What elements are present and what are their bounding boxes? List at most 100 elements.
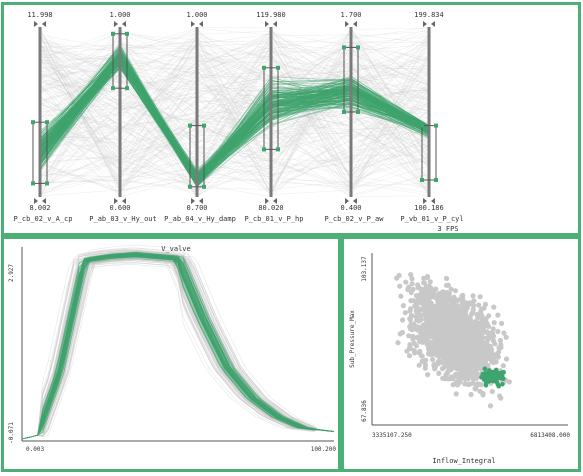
scatter-panel[interactable]: Inflow_Integral Sub_Pressure_Max 3335107.2… <box>341 236 581 472</box>
scatter-point <box>427 302 434 308</box>
brush-handle[interactable] <box>342 45 346 50</box>
axis-handle-icon[interactable] <box>423 21 427 27</box>
context-line <box>39 39 430 194</box>
brush-rect[interactable] <box>343 46 359 113</box>
brush-handle[interactable] <box>262 147 266 152</box>
axis-handle-icon[interactable] <box>114 198 118 204</box>
brush-handle[interactable] <box>420 178 424 182</box>
scatter-point <box>443 344 449 350</box>
axis-handle-icon[interactable] <box>273 198 277 204</box>
scatter-point <box>439 366 445 372</box>
axis-max-label: 1.700 <box>340 11 361 19</box>
axis-handle-icon[interactable] <box>114 21 118 27</box>
scatter-point <box>452 288 458 294</box>
axis-handle-icon[interactable] <box>431 198 435 204</box>
axis-handle-icon[interactable] <box>199 21 203 27</box>
parallel-coordinates-plot[interactable]: 11.998 8.002 P_cb_02_v_A_cp 1.000 0.600 P_ab_… <box>4 5 578 233</box>
context-line <box>39 109 430 198</box>
brush-handle[interactable] <box>202 184 206 189</box>
brush-handle[interactable] <box>125 86 129 91</box>
scatter-point <box>467 315 473 321</box>
axis-handle-icon[interactable] <box>34 21 38 27</box>
brush-handle[interactable] <box>434 178 438 182</box>
brush-handle[interactable] <box>188 123 192 128</box>
brush-handle[interactable] <box>31 120 35 125</box>
scatter-point <box>491 304 497 310</box>
brush-handle[interactable] <box>31 181 35 186</box>
scatter-point <box>489 388 495 395</box>
scatter-point <box>408 272 414 278</box>
axis-handle-icon[interactable] <box>191 21 195 27</box>
axis-handle-icon[interactable] <box>122 21 126 27</box>
parallel-coordinates-panel[interactable]: 11.998 8.002 P_cb_02_v_A_cp 1.000 0.600 P_ab_… <box>1 2 581 236</box>
brush-rect[interactable] <box>421 125 437 181</box>
scatter-point <box>489 359 495 365</box>
brush-rect[interactable] <box>189 125 205 188</box>
scatter-point <box>433 335 439 341</box>
scatter-point <box>478 382 484 388</box>
brush-handle[interactable] <box>111 86 115 91</box>
scatter-point <box>403 279 409 285</box>
brush-handle[interactable] <box>45 120 49 125</box>
brush-handle[interactable] <box>420 123 424 128</box>
scatter-point <box>427 317 434 324</box>
context-line <box>39 30 430 191</box>
axis-handle-icon[interactable] <box>353 21 357 27</box>
brush-handle[interactable] <box>276 65 280 70</box>
axis-handle-icon[interactable] <box>345 21 349 27</box>
scatter-point <box>452 321 459 328</box>
axis-handle-icon[interactable] <box>265 198 269 204</box>
brush-handle[interactable] <box>434 123 438 128</box>
axis-handle-icon[interactable] <box>42 21 46 27</box>
brush-handle[interactable] <box>356 110 360 114</box>
brush-handle[interactable] <box>111 31 115 36</box>
scatter-plot[interactable]: Inflow_Integral Sub_Pressure_Max 3335107.2… <box>344 239 578 469</box>
brush-handle[interactable] <box>356 45 360 50</box>
axis-handle-icon[interactable] <box>122 198 126 204</box>
context-line <box>39 39 430 198</box>
scatter-point <box>486 343 492 350</box>
axis-handle-icon[interactable] <box>191 198 195 204</box>
scatter-point <box>468 338 474 344</box>
brush-rect[interactable] <box>263 67 279 150</box>
scatter-point <box>400 317 406 323</box>
brush-handle[interactable] <box>45 181 49 186</box>
scatter-point <box>425 372 431 378</box>
axis-handle-icon[interactable] <box>265 21 269 27</box>
scatter-point <box>474 325 480 331</box>
axis-handle-icon[interactable] <box>34 198 38 204</box>
axis-handle-icon[interactable] <box>423 198 427 204</box>
scatter-point <box>463 313 469 319</box>
context-line <box>39 100 430 190</box>
scatter-point <box>503 334 509 340</box>
axis-handle-icon[interactable] <box>273 21 277 27</box>
axis-handle-icon[interactable] <box>431 21 435 27</box>
scatter-point <box>491 354 497 360</box>
scatter-point <box>412 303 418 309</box>
scatter-point <box>431 363 437 369</box>
context-line <box>39 45 430 176</box>
axis-max-label: 199.834 <box>414 11 444 19</box>
scatter-point <box>430 294 436 300</box>
brush-handle[interactable] <box>262 65 266 70</box>
brush-handle[interactable] <box>342 110 346 114</box>
context-line <box>39 28 430 90</box>
brush-handle[interactable] <box>276 147 280 152</box>
axis-handle-icon[interactable] <box>199 198 203 204</box>
brush-rect[interactable] <box>32 121 48 184</box>
axis-handle-icon[interactable] <box>353 198 357 204</box>
context-line <box>39 30 430 196</box>
scatter-point <box>490 333 497 339</box>
timeseries-plot[interactable]: V_valve 2.927 -0.071 0.003 100.200 <box>4 239 338 469</box>
axis-handle-icon[interactable] <box>42 198 46 204</box>
brush-handle[interactable] <box>125 31 129 36</box>
scatter-point <box>419 353 425 359</box>
brush-handle[interactable] <box>202 123 206 128</box>
timeseries-panel[interactable]: V_valve 2.927 -0.071 0.003 100.200 <box>1 236 341 472</box>
context-line <box>39 35 430 171</box>
scatter-point <box>490 326 496 332</box>
axis-handle-icon[interactable] <box>345 198 349 204</box>
brush-rect[interactable] <box>112 33 128 89</box>
scatter-point <box>440 375 446 381</box>
brush-handle[interactable] <box>188 184 192 189</box>
